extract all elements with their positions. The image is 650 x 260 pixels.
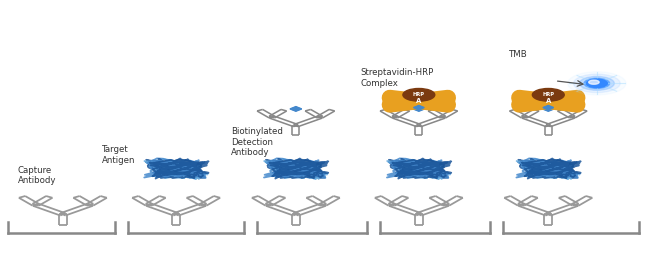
Text: Target
Antigen: Target Antigen [101, 145, 135, 165]
Circle shape [579, 76, 614, 90]
Polygon shape [543, 107, 554, 111]
Text: HRP: HRP [542, 92, 554, 97]
Text: Streptavidin-HRP
Complex: Streptavidin-HRP Complex [361, 68, 434, 88]
Text: A: A [545, 98, 551, 104]
Polygon shape [290, 107, 302, 111]
Circle shape [567, 72, 626, 95]
Polygon shape [413, 106, 424, 110]
Circle shape [584, 78, 610, 88]
Circle shape [532, 88, 564, 101]
Text: A: A [416, 98, 422, 104]
Text: Capture
Antibody: Capture Antibody [18, 166, 56, 185]
Circle shape [403, 88, 435, 101]
Circle shape [586, 79, 607, 88]
Polygon shape [543, 106, 554, 110]
Text: Biotinylated
Detection
Antibody: Biotinylated Detection Antibody [231, 127, 283, 157]
Circle shape [573, 74, 620, 93]
Text: HRP: HRP [413, 92, 425, 97]
Circle shape [589, 80, 599, 84]
Polygon shape [413, 107, 424, 111]
Text: TMB: TMB [510, 50, 528, 59]
